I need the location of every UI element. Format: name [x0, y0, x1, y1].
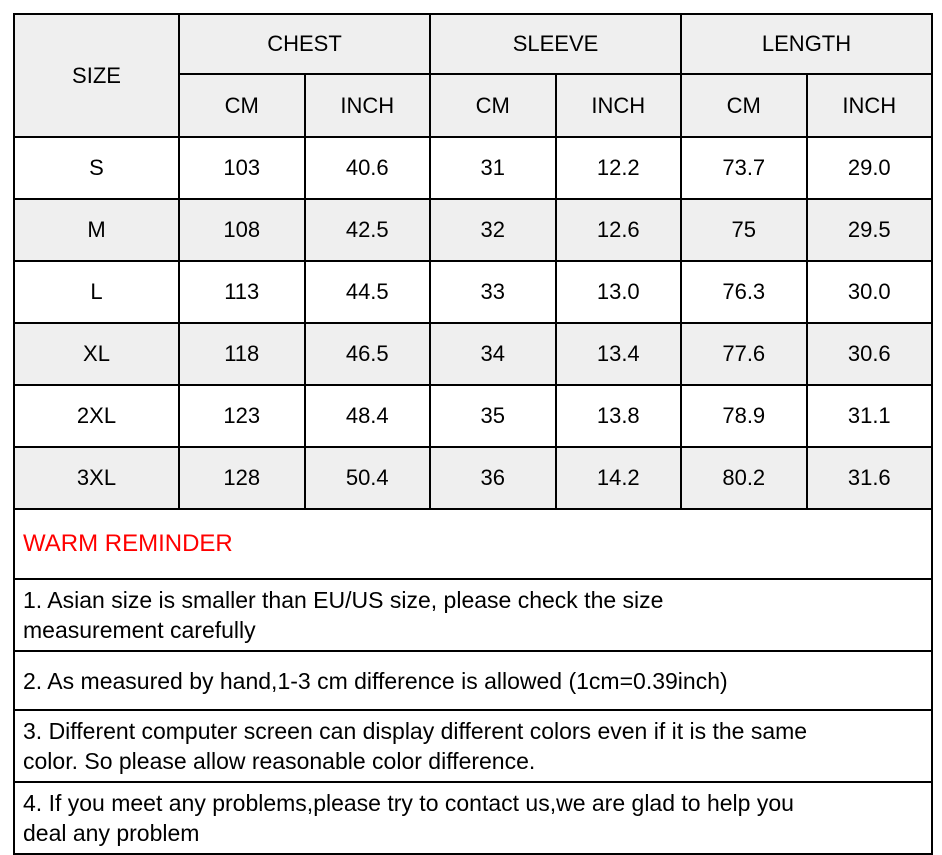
- length-cm-cell: 78.9: [680, 384, 808, 448]
- sleeve-cm-cell: 33: [429, 260, 557, 324]
- sleeve-inch-header: INCH: [554, 73, 683, 138]
- length-inch-cell: 30.6: [805, 322, 934, 386]
- length-group-header: LENGTH: [680, 13, 934, 75]
- chest-inch-cell: 48.4: [303, 384, 431, 448]
- sleeve-inch-cell: 14.2: [554, 446, 683, 510]
- reminder-note-4: 4. If you meet any problems,please try t…: [12, 781, 934, 855]
- reminder-note-4-row: 4. If you meet any problems,please try t…: [12, 781, 934, 855]
- header-group-row: SIZE CHEST SLEEVE LENGTH: [13, 13, 934, 138]
- length-inch-cell: 30.0: [805, 260, 934, 324]
- table-row-m: M 108 42.5 32 12.6 75 29.5: [13, 198, 934, 262]
- table-row-l: L 113 44.5 33 13.0 76.3 30.0: [13, 260, 934, 324]
- sleeve-inch-cell: 13.4: [554, 322, 683, 386]
- header-units-row: CM INCH CM INCH CM INCH: [14, 73, 934, 138]
- length-inch-cell: 29.5: [805, 198, 934, 262]
- reminder-note-2: 2. As measured by hand,1-3 cm difference…: [12, 650, 934, 711]
- chest-cm-header: CM: [178, 73, 306, 138]
- table-row-s: S 103 40.6 31 12.2 73.7 29.0: [13, 136, 934, 200]
- size-cell: XL: [13, 322, 180, 386]
- size-cell: S: [13, 136, 180, 200]
- sleeve-cm-cell: 35: [429, 384, 557, 448]
- reminder-note-1: 1. Asian size is smaller than EU/US size…: [12, 578, 934, 652]
- table-row-xl: XL 118 46.5 34 13.4 77.6 30.6: [13, 322, 934, 386]
- length-cm-header: CM: [680, 73, 808, 138]
- length-cm-cell: 80.2: [680, 446, 808, 510]
- size-cell: 2XL: [13, 384, 180, 448]
- chest-group-header: CHEST: [178, 13, 431, 75]
- warm-reminder-row: WARM REMINDER: [12, 508, 934, 580]
- sleeve-cm-cell: 32: [429, 198, 557, 262]
- chest-cm-cell: 103: [178, 136, 306, 200]
- chest-cm-cell: 108: [178, 198, 306, 262]
- sleeve-cm-cell: 34: [429, 322, 557, 386]
- sleeve-cm-cell: 36: [429, 446, 557, 510]
- length-inch-header: INCH: [805, 73, 934, 138]
- chest-inch-cell: 44.5: [303, 260, 431, 324]
- size-cell: M: [13, 198, 180, 262]
- reminder-note-2-row: 2. As measured by hand,1-3 cm difference…: [12, 650, 934, 711]
- sleeve-cm-header: CM: [429, 73, 557, 138]
- chest-cm-cell: 118: [178, 322, 306, 386]
- table-row-3xl: 3XL 128 50.4 36 14.2 80.2 31.6: [13, 446, 934, 510]
- chest-cm-cell: 123: [178, 384, 306, 448]
- chest-inch-header: INCH: [303, 73, 431, 138]
- sleeve-inch-cell: 12.2: [554, 136, 683, 200]
- sleeve-inch-cell: 12.6: [554, 198, 683, 262]
- table-row-2xl: 2XL 123 48.4 35 13.8 78.9 31.1: [13, 384, 934, 448]
- chest-cm-cell: 113: [178, 260, 306, 324]
- reminder-note-3: 3. Different computer screen can display…: [12, 709, 934, 783]
- length-cm-cell: 77.6: [680, 322, 808, 386]
- sleeve-cm-cell: 31: [429, 136, 557, 200]
- reminder-note-3-row: 3. Different computer screen can display…: [12, 709, 934, 783]
- size-table: SIZE CHEST SLEEVE LENGTH CM INCH CM INCH…: [12, 13, 934, 855]
- size-cell: L: [13, 260, 180, 324]
- reminder-note-1-row: 1. Asian size is smaller than EU/US size…: [12, 578, 934, 652]
- chest-inch-cell: 46.5: [303, 322, 431, 386]
- length-cm-cell: 75: [680, 198, 808, 262]
- sleeve-inch-cell: 13.0: [554, 260, 683, 324]
- length-inch-cell: 29.0: [805, 136, 934, 200]
- size-cell: 3XL: [13, 446, 180, 510]
- length-inch-cell: 31.1: [805, 384, 934, 448]
- warm-reminder-title: WARM REMINDER: [12, 508, 934, 580]
- sleeve-group-header: SLEEVE: [428, 13, 683, 75]
- chest-inch-cell: 40.6: [303, 136, 431, 200]
- chest-inch-cell: 50.4: [303, 446, 431, 510]
- chest-inch-cell: 42.5: [303, 198, 431, 262]
- chest-cm-cell: 128: [178, 446, 306, 510]
- size-column-header: SIZE: [13, 13, 180, 138]
- sleeve-inch-cell: 13.8: [554, 384, 683, 448]
- length-cm-cell: 73.7: [680, 136, 808, 200]
- length-inch-cell: 31.6: [805, 446, 934, 510]
- length-cm-cell: 76.3: [680, 260, 808, 324]
